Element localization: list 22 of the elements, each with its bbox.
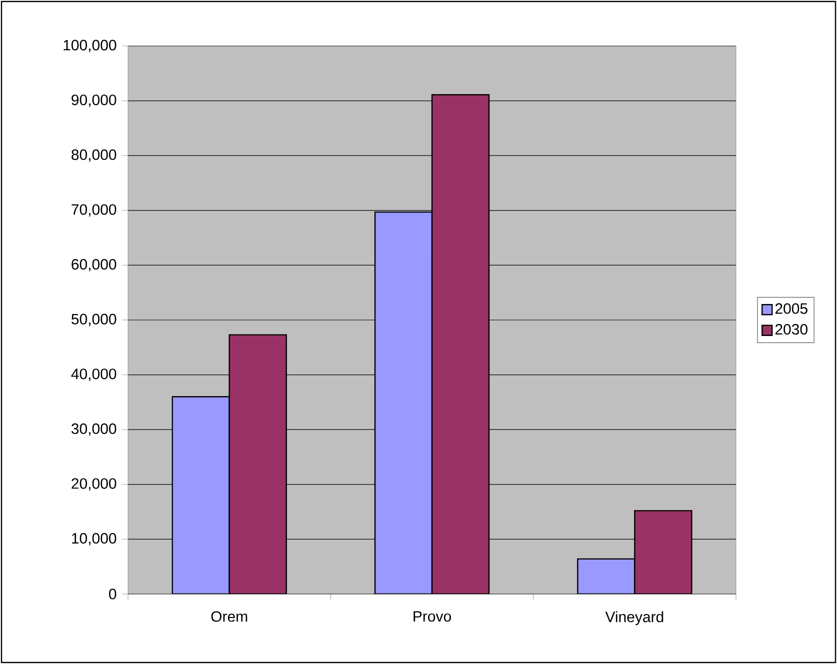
y-tick-label: 90,000 [72, 94, 116, 107]
bar [431, 94, 490, 594]
legend-label: 2005 [775, 303, 808, 314]
y-tick-label: 0 [109, 588, 116, 600]
y-tick-label: 50,000 [72, 314, 116, 326]
y-tick-label: 30,000 [71, 423, 116, 436]
legend-label: 2030 [775, 324, 808, 335]
bar [172, 396, 230, 594]
x-tick-label: Orem [211, 611, 248, 622]
y-tick-label: 40,000 [71, 368, 116, 381]
x-tick-label: Provo [414, 611, 451, 622]
bar [374, 211, 433, 594]
bar [577, 558, 636, 594]
y-tick-label: 70,000 [72, 204, 116, 217]
y-tick-label: 10,000 [72, 533, 116, 546]
bar [228, 334, 287, 594]
y-tick-label: 80,000 [72, 149, 116, 162]
x-tick-label: Vineyard [605, 611, 664, 626]
y-tick-label: 20,000 [72, 478, 116, 491]
y-tick-label: 60,000 [72, 258, 116, 272]
bar [634, 510, 692, 594]
y-tick-label: 100,000 [64, 40, 116, 52]
